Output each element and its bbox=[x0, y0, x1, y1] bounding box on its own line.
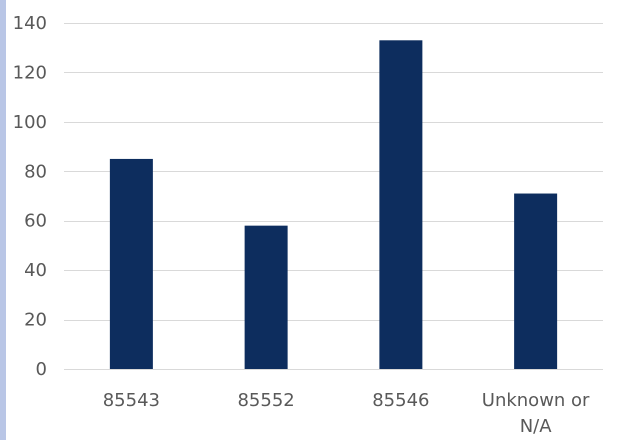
bar-0 bbox=[109, 158, 153, 369]
y-tick-label: 100 bbox=[13, 112, 47, 133]
y-tick-label: 80 bbox=[24, 161, 47, 182]
y-tick-label: 120 bbox=[13, 62, 47, 83]
x-category-label: 85546 bbox=[372, 390, 429, 411]
y-tick-label: 0 bbox=[36, 359, 47, 380]
x-category-label: 85543 bbox=[103, 390, 160, 411]
y-tick-label: 40 bbox=[24, 260, 47, 281]
bar-2 bbox=[379, 40, 423, 370]
y-tick-label: 60 bbox=[24, 211, 47, 232]
x-category-label: 85552 bbox=[237, 390, 294, 411]
x-category-label: N/A bbox=[520, 416, 553, 437]
bar-1 bbox=[244, 225, 288, 369]
x-category-label: Unknown or bbox=[482, 390, 590, 411]
bars bbox=[109, 40, 558, 370]
y-tick-label: 140 bbox=[13, 13, 47, 34]
y-axis-tick-labels: 0 20 40 60 80 100 120 140 bbox=[13, 13, 47, 380]
gridlines bbox=[64, 23, 603, 370]
left-accent-strip bbox=[0, 0, 6, 440]
bar-3 bbox=[514, 193, 558, 369]
y-tick-label: 20 bbox=[24, 310, 47, 331]
x-axis-category-labels: 85543 85552 85546 Unknown or N/A bbox=[103, 390, 590, 437]
